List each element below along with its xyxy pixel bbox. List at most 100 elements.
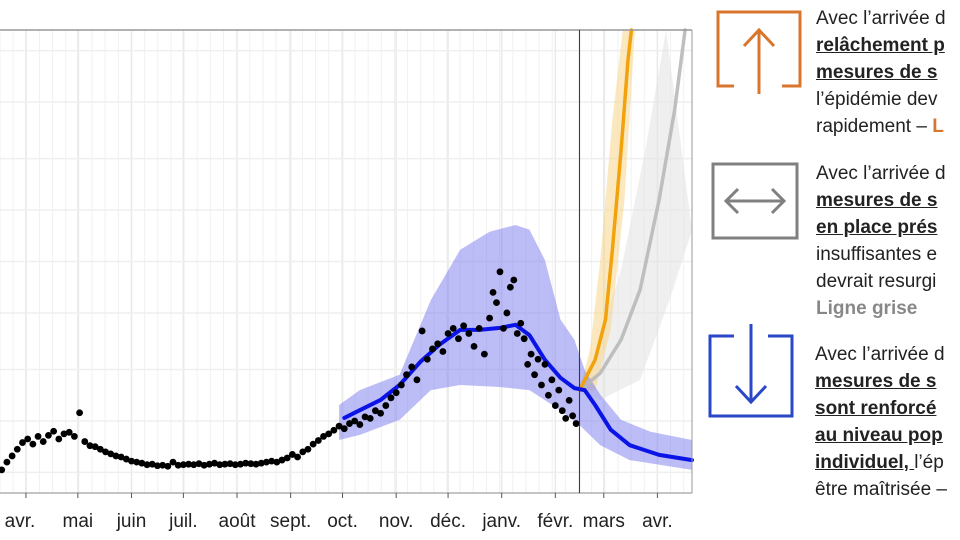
- confidence-bands: [339, 30, 692, 470]
- observed-point: [558, 407, 566, 415]
- observed-points: [0, 268, 580, 474]
- legend-text-line: mesures de s: [816, 62, 938, 83]
- observed-point: [470, 342, 478, 350]
- observed-point: [143, 461, 151, 469]
- x-tick-label: avr.: [5, 511, 36, 532]
- observed-point: [55, 435, 63, 443]
- x-tick-label: févr.: [537, 511, 573, 532]
- line-renforcées: [342, 322, 694, 463]
- observed-point: [29, 440, 37, 448]
- observed-point: [102, 448, 109, 456]
- observed-point: [283, 454, 291, 462]
- legend-text-line: relâchement p: [816, 35, 945, 56]
- observed-point: [174, 461, 182, 469]
- observed-point: [263, 458, 270, 466]
- observed-point: [551, 402, 559, 409]
- observed-point: [0, 466, 6, 474]
- observed-point: [45, 431, 52, 439]
- observed-point: [138, 459, 146, 467]
- observed-point: [216, 461, 224, 469]
- observed-point: [565, 397, 573, 404]
- observed-point: [517, 319, 525, 327]
- observed-point: [361, 413, 369, 421]
- observed-point: [237, 460, 244, 468]
- legend-text-line: sont renforcé: [815, 398, 937, 419]
- observed-point: [50, 427, 58, 435]
- legend-text-line: en place prés: [816, 217, 938, 238]
- observed-point: [524, 360, 532, 368]
- epidemic-chart: avr. mai juin juil. août sept. oct. nov. déc. jan…: [0, 28, 694, 532]
- observed-point: [449, 324, 457, 332]
- observed-point: [211, 459, 218, 467]
- observed-point: [268, 457, 276, 465]
- observed-point: [534, 355, 542, 363]
- observed-point: [481, 350, 488, 358]
- observed-point: [96, 445, 104, 453]
- observed-point: [320, 433, 327, 440]
- observed-point: [562, 415, 570, 422]
- legend-text-line: être maîtrisée –: [815, 479, 947, 500]
- observed-point: [304, 445, 312, 453]
- observed-point: [455, 335, 462, 343]
- observed-point: [86, 442, 94, 450]
- observed-point: [242, 459, 250, 467]
- observed-point: [299, 448, 307, 456]
- arrow-down-box-icon: [708, 324, 794, 418]
- legend-text-line: rapidement –: [816, 116, 933, 137]
- observed-point: [8, 452, 16, 460]
- observed-point: [429, 345, 436, 353]
- arrow-up-box-icon: [716, 10, 802, 94]
- series-lines: [342, 28, 694, 463]
- observed-point: [107, 450, 115, 458]
- observed-point: [397, 381, 405, 389]
- observed-point: [34, 433, 42, 440]
- observed-point: [200, 461, 208, 469]
- observed-point: [314, 437, 322, 444]
- observed-point: [60, 430, 68, 438]
- observed-point: [489, 288, 497, 296]
- observed-point: [39, 438, 47, 445]
- observed-point: [294, 453, 301, 461]
- x-tick-label: sept.: [270, 511, 311, 532]
- observed-point: [164, 462, 172, 470]
- observed-point: [493, 299, 500, 307]
- legend-text-line: Avec l’arrivée d: [816, 8, 946, 29]
- observed-point: [423, 355, 431, 363]
- observed-point: [195, 460, 203, 468]
- observed-point: [392, 389, 400, 397]
- observed-point: [205, 460, 213, 468]
- observed-point: [309, 440, 317, 448]
- observed-point: [330, 426, 338, 434]
- x-tick-label: juil.: [168, 511, 198, 532]
- x-tick-label: mars: [583, 511, 625, 532]
- legend-grey-label: Ligne grise: [816, 298, 918, 319]
- legend-orange-text: Avec l’arrivée d relâchement p mesures d…: [816, 5, 960, 140]
- observed-point: [70, 433, 78, 440]
- observed-point: [13, 445, 21, 453]
- observed-point: [382, 402, 390, 409]
- grid: [0, 30, 692, 493]
- observed-point: [340, 425, 348, 433]
- observed-point: [154, 462, 161, 470]
- observed-point: [190, 461, 198, 469]
- observed-point: [247, 460, 255, 468]
- x-tick-label: oct.: [327, 511, 358, 532]
- observed-point: [460, 322, 468, 330]
- observed-point: [273, 458, 281, 466]
- legend-orange-label: L: [932, 116, 944, 137]
- legend-text-line: mesures de s: [816, 190, 938, 211]
- line-maintenues: [577, 28, 687, 392]
- legend-text-line: l’épidémie dev: [816, 89, 938, 110]
- observed-point: [159, 461, 167, 469]
- observed-point: [403, 371, 410, 379]
- observed-point: [231, 461, 239, 469]
- observed-point: [555, 386, 563, 394]
- observed-point: [169, 458, 177, 466]
- observed-point: [510, 276, 518, 284]
- x-tick-label: déc.: [430, 511, 466, 532]
- observed-point: [112, 452, 120, 460]
- observed-point: [413, 376, 421, 384]
- arrow-left-right-box-icon: [711, 162, 799, 240]
- line-relâchement: [577, 28, 634, 392]
- observed-point: [133, 458, 141, 466]
